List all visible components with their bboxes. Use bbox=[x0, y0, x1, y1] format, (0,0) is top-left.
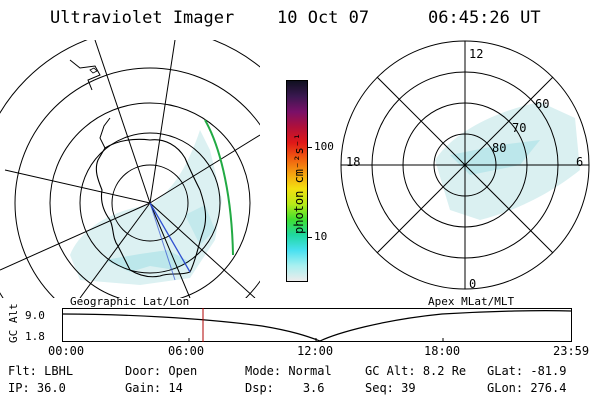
south-america-coast bbox=[69, 59, 101, 91]
seq-field: Seq: 39 bbox=[365, 381, 416, 395]
colorbar-tick-100: 100 bbox=[314, 140, 334, 153]
mlt-label-12: 12 bbox=[469, 47, 483, 61]
gc-alt-field: GC Alt: 8.2 Re bbox=[365, 364, 467, 378]
colorbar bbox=[286, 80, 308, 282]
glon-field: GLon: 276.4 bbox=[487, 381, 567, 395]
magnetic-panel-label: Apex MLat/MLT bbox=[428, 295, 515, 308]
altitude-xtick-1200: 12:00 bbox=[297, 344, 334, 358]
colorbar-tick-10: 10 bbox=[314, 230, 328, 243]
altitude-ytick-high: 9.0 bbox=[25, 309, 45, 322]
magnetic-polar-image: 12 18 6 0 60 70 80 bbox=[340, 40, 590, 291]
mlat-label-80: 80 bbox=[492, 141, 506, 155]
dsp-field: Dsp: 3.6 bbox=[245, 381, 325, 395]
flt-field: Flt: LBHL bbox=[8, 364, 74, 378]
altitude-curve bbox=[62, 310, 572, 342]
altitude-ytick-low: 1.8 bbox=[25, 330, 45, 343]
aurora-oval-glow bbox=[70, 130, 222, 285]
altitude-xtick-2359: 23:59 bbox=[553, 344, 590, 358]
instrument-title: Ultraviolet Imager bbox=[50, 8, 235, 28]
mlt-label-18: 18 bbox=[346, 155, 360, 169]
altitude-xtick-1800: 18:00 bbox=[424, 344, 461, 358]
mode-field: Mode: Normal bbox=[245, 364, 332, 378]
colorbar-unit-label: photon cm⁻²s⁻¹ bbox=[292, 132, 306, 234]
colorbar-gradient bbox=[287, 81, 307, 281]
time-label: 06:45:26 UT bbox=[428, 8, 541, 28]
gain-field: Gain: 14 bbox=[125, 381, 183, 395]
glat-field: GLat: -81.9 bbox=[487, 364, 567, 378]
door-field: Door: Open bbox=[125, 364, 198, 378]
altitude-plot bbox=[62, 308, 572, 342]
aurora-patch bbox=[105, 250, 190, 272]
mlat-label-70: 70 bbox=[512, 121, 526, 135]
altitude-xtick-0600: 06:00 bbox=[168, 344, 205, 358]
mlat-label-60: 60 bbox=[535, 97, 549, 111]
geographic-image bbox=[0, 40, 260, 298]
mlt-label-0: 0 bbox=[469, 277, 476, 291]
ip-field: IP: 36.0 bbox=[8, 381, 66, 395]
blue-track bbox=[149, 202, 191, 273]
geographic-panel-label: Geographic Lat/Lon bbox=[70, 295, 190, 308]
mlt-label-6: 6 bbox=[576, 155, 583, 169]
aurora-patch-2 bbox=[185, 205, 215, 245]
altitude-ylabel: GC Alt bbox=[7, 303, 20, 343]
date-label: 10 Oct 07 bbox=[277, 8, 370, 28]
altitude-xtick-0000: 00:00 bbox=[48, 344, 85, 358]
green-track bbox=[204, 119, 234, 256]
